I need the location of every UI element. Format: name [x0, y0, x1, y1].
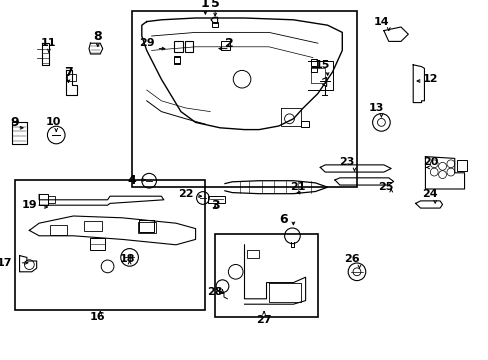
Text: 19: 19	[21, 200, 37, 210]
Text: 6: 6	[279, 213, 287, 226]
Bar	[67, 74, 76, 81]
Bar	[173, 57, 180, 64]
Text: 25: 25	[378, 182, 393, 192]
Bar	[221, 41, 229, 50]
Text: 12: 12	[422, 74, 437, 84]
Bar	[310, 67, 316, 72]
Text: 22: 22	[178, 189, 193, 199]
Text: 13: 13	[368, 103, 384, 113]
Text: 20: 20	[422, 157, 437, 167]
Text: 24: 24	[422, 189, 437, 199]
Bar	[184, 41, 193, 52]
Text: 10: 10	[46, 117, 61, 127]
Bar	[138, 222, 155, 233]
Bar	[90, 238, 105, 250]
Bar	[50, 225, 67, 235]
Bar	[173, 56, 180, 63]
Bar	[246, 250, 259, 258]
Bar	[310, 59, 316, 66]
Bar	[300, 121, 308, 127]
Bar	[48, 196, 55, 203]
Text: 9: 9	[10, 116, 19, 129]
Text: 15: 15	[314, 60, 330, 70]
Bar	[215, 234, 317, 317]
Bar	[173, 41, 183, 52]
Bar	[15, 180, 205, 310]
Bar	[39, 194, 48, 205]
Bar	[132, 11, 356, 187]
Bar	[211, 22, 218, 27]
Text: 11: 11	[41, 38, 57, 48]
Text: 3: 3	[210, 199, 219, 212]
Text: 28: 28	[207, 287, 223, 297]
Text: 18: 18	[119, 254, 135, 264]
Text: 4: 4	[127, 174, 136, 186]
Text: 16: 16	[90, 312, 105, 322]
Bar	[456, 160, 466, 171]
Text: 23: 23	[339, 157, 354, 167]
Text: 7: 7	[64, 66, 73, 78]
Text: 29: 29	[139, 38, 154, 48]
Text: 2: 2	[225, 37, 234, 50]
Text: 5: 5	[210, 0, 219, 10]
Text: 14: 14	[373, 17, 388, 27]
Text: 27: 27	[256, 315, 271, 325]
Text: 1: 1	[201, 0, 209, 10]
Bar	[84, 221, 102, 231]
Text: 17: 17	[0, 258, 13, 268]
Text: 8: 8	[93, 30, 102, 42]
Text: 26: 26	[344, 254, 359, 264]
Text: 21: 21	[290, 182, 305, 192]
Bar	[207, 196, 224, 203]
